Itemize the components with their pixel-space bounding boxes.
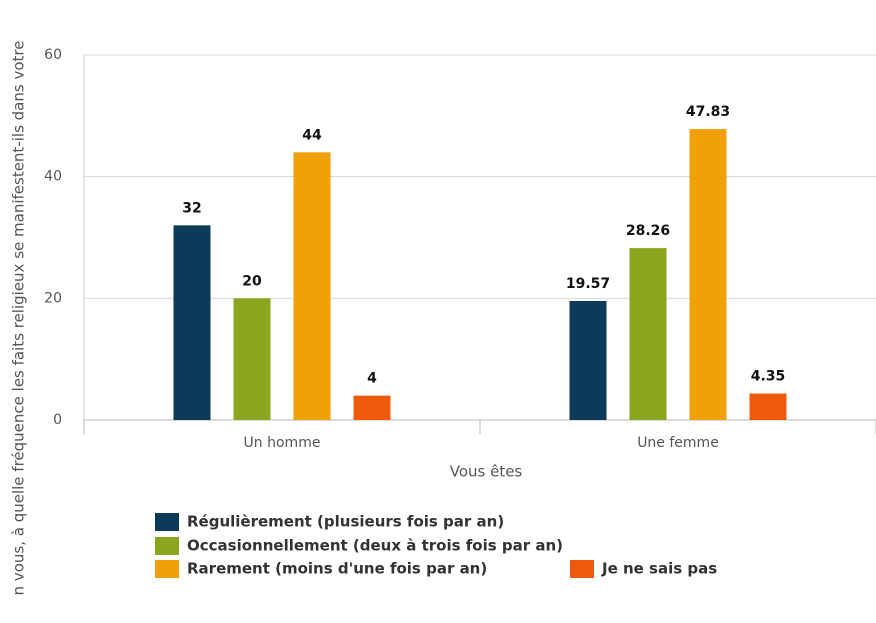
legend-swatch	[570, 560, 594, 578]
value-label: 20	[242, 273, 262, 289]
value-label: 44	[302, 127, 322, 143]
y-tick-label: 40	[44, 169, 62, 185]
bar	[569, 300, 607, 420]
y-tick-label: 60	[44, 47, 62, 63]
legend-label: Occasionnellement (deux à trois fois par…	[187, 537, 563, 555]
value-label: 19.57	[566, 276, 610, 292]
y-tick-label: 20	[44, 290, 62, 306]
bar	[173, 225, 211, 420]
x-tick-label: Un homme	[244, 435, 321, 451]
value-label: 4	[367, 371, 377, 387]
legend-label: Régulièrement (plusieurs fois par an)	[187, 513, 504, 531]
value-label: 47.83	[686, 104, 730, 120]
x-tick-label: Une femme	[637, 435, 719, 451]
bar	[233, 298, 271, 420]
legend-swatch	[155, 537, 179, 555]
bar	[353, 395, 391, 420]
x-axis-label: Vous êtes	[450, 463, 523, 481]
legend-swatch	[155, 513, 179, 531]
value-label: 32	[182, 200, 201, 216]
value-label: 4.35	[751, 369, 786, 385]
legend-label: Rarement (moins d'une fois par an)	[187, 560, 487, 578]
y-axis-label: n vous, à quelle fréquence les faits rel…	[10, 41, 28, 596]
y-tick-label: 0	[53, 412, 62, 428]
legend-label: Je ne sais pas	[601, 560, 717, 578]
legend-swatch	[155, 560, 179, 578]
bar	[293, 152, 331, 421]
bar	[749, 393, 787, 420]
bar	[629, 248, 667, 420]
bar	[689, 129, 727, 420]
value-label: 28.26	[626, 223, 670, 239]
